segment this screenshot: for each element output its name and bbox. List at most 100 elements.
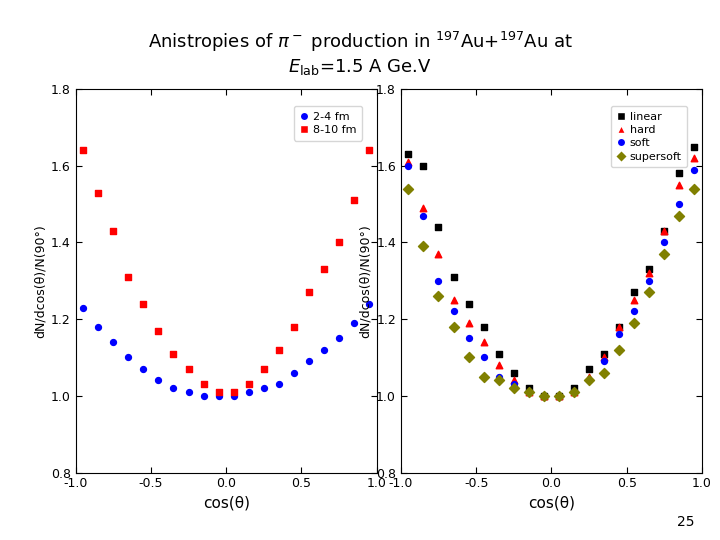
Point — [288, 322, 300, 331]
Point — [448, 273, 459, 281]
Point — [153, 376, 164, 385]
Point — [273, 380, 284, 389]
Point — [198, 392, 210, 400]
Point — [493, 349, 505, 358]
Text: 25: 25 — [678, 515, 695, 529]
Point — [168, 349, 179, 358]
Point — [538, 392, 549, 400]
Point — [629, 319, 640, 327]
Point — [433, 292, 444, 300]
Point — [493, 361, 505, 369]
Point — [228, 392, 240, 400]
Point — [402, 185, 414, 193]
Point — [613, 322, 625, 331]
Point — [689, 165, 701, 174]
Point — [228, 388, 240, 396]
Point — [508, 368, 520, 377]
Point — [463, 300, 474, 308]
Point — [364, 146, 375, 155]
Point — [273, 346, 284, 354]
Point — [463, 334, 474, 343]
Point — [402, 158, 414, 166]
Point — [198, 380, 210, 389]
Point — [659, 227, 670, 235]
X-axis label: cos(θ): cos(θ) — [202, 496, 250, 511]
Point — [168, 384, 179, 393]
Point — [448, 307, 459, 316]
Text: $E_{\rm lab}$=1.5 A Ge.V: $E_{\rm lab}$=1.5 A Ge.V — [288, 57, 432, 77]
Point — [508, 376, 520, 385]
Point — [348, 319, 360, 327]
Point — [689, 154, 701, 163]
Point — [402, 150, 414, 159]
Point — [553, 392, 564, 400]
Point — [553, 392, 564, 400]
Point — [303, 288, 315, 296]
Point — [523, 388, 534, 396]
Point — [613, 346, 625, 354]
Point — [107, 227, 119, 235]
Point — [493, 376, 505, 385]
Point — [538, 392, 549, 400]
Point — [568, 388, 580, 396]
Point — [583, 373, 595, 381]
Point — [689, 185, 701, 193]
Point — [598, 357, 610, 366]
Point — [183, 364, 194, 373]
Point — [348, 196, 360, 205]
Point — [523, 384, 534, 393]
Point — [418, 242, 429, 251]
Point — [629, 295, 640, 304]
Point — [644, 265, 655, 274]
Point — [538, 392, 549, 400]
Point — [448, 322, 459, 331]
Point — [674, 180, 685, 189]
Point — [463, 353, 474, 362]
Point — [644, 288, 655, 296]
Point — [674, 211, 685, 220]
Point — [598, 368, 610, 377]
Point — [568, 388, 580, 396]
Point — [433, 276, 444, 285]
Point — [644, 276, 655, 285]
Point — [288, 368, 300, 377]
Point — [478, 373, 490, 381]
Y-axis label: dN/dcos(θ)/N(90°): dN/dcos(θ)/N(90°) — [359, 224, 372, 338]
Point — [258, 364, 269, 373]
Point — [508, 380, 520, 389]
Legend: linear, hard, soft, supersoft: linear, hard, soft, supersoft — [611, 106, 688, 167]
Point — [644, 269, 655, 278]
Point — [463, 319, 474, 327]
Point — [107, 338, 119, 347]
Point — [258, 384, 269, 393]
Point — [418, 204, 429, 212]
Point — [598, 353, 610, 362]
Point — [243, 388, 255, 396]
Point — [122, 353, 134, 362]
Point — [92, 188, 104, 197]
Point — [318, 265, 330, 274]
Point — [523, 388, 534, 396]
Point — [303, 357, 315, 366]
Point — [674, 169, 685, 178]
Point — [92, 322, 104, 331]
Point — [333, 334, 345, 343]
Legend: 2-4 fm, 8-10 fm: 2-4 fm, 8-10 fm — [294, 106, 362, 140]
Point — [613, 322, 625, 331]
Point — [659, 227, 670, 235]
Point — [122, 273, 134, 281]
Point — [243, 380, 255, 389]
Point — [674, 200, 685, 208]
Point — [77, 146, 89, 155]
Point — [183, 388, 194, 396]
Point — [613, 330, 625, 339]
Point — [213, 392, 225, 400]
Point — [598, 349, 610, 358]
Point — [418, 161, 429, 170]
Point — [478, 322, 490, 331]
Point — [583, 376, 595, 385]
Point — [538, 392, 549, 400]
Point — [333, 238, 345, 247]
Point — [418, 211, 429, 220]
Point — [318, 346, 330, 354]
